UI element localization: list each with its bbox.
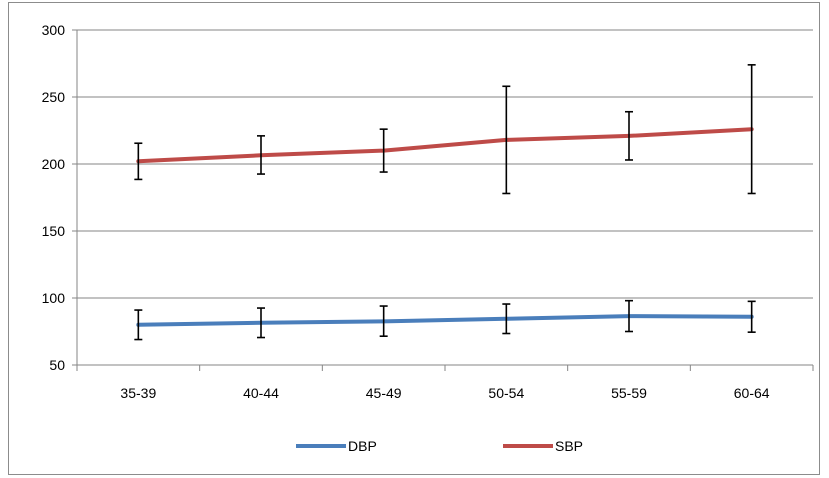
x-tick-label: 45-49 <box>366 385 402 401</box>
error-bar-sbp <box>257 135 265 175</box>
chart-frame <box>8 2 820 475</box>
x-tick-label: 40-44 <box>243 385 279 401</box>
legend: DBP SBP <box>296 438 583 454</box>
error-bar-sbp <box>747 64 756 195</box>
x-tick-labels: 35-39 40-44 45-49 50-54 55-59 60-64 <box>120 385 769 401</box>
error-bar-dbp <box>134 309 143 341</box>
error-bar-dbp <box>257 307 265 339</box>
error-bar-dbp <box>747 300 756 333</box>
error-bar-dbp <box>379 305 388 337</box>
error-bar-dbp <box>502 303 511 335</box>
legend-label-dbp: DBP <box>348 438 377 454</box>
y-tick-label: 100 <box>42 290 66 306</box>
x-tick-label: 50-54 <box>488 385 524 401</box>
error-bars <box>134 64 756 341</box>
error-bar-sbp <box>134 142 143 181</box>
y-tick-label: 300 <box>42 22 66 38</box>
axes <box>72 29 814 371</box>
error-bar-sbp <box>625 110 633 161</box>
y-tick-labels: 50 100 150 200 250 300 <box>42 22 66 373</box>
y-tick-label: 50 <box>49 357 65 373</box>
series-line-dbp <box>136 314 754 327</box>
error-bar-sbp <box>502 85 511 195</box>
x-tick-label: 60-64 <box>734 385 770 401</box>
y-tick-label: 150 <box>42 223 66 239</box>
x-tick-label: 55-59 <box>611 385 647 401</box>
y-tick-label: 200 <box>42 156 66 172</box>
gridlines <box>77 29 813 299</box>
x-tick-label: 35-39 <box>120 385 156 401</box>
legend-label-sbp: SBP <box>555 438 583 454</box>
series-lines <box>136 127 754 327</box>
error-bar-dbp <box>625 299 633 333</box>
series-line-sbp <box>136 127 754 164</box>
error-bar-sbp <box>379 128 388 173</box>
y-tick-label: 250 <box>42 89 66 105</box>
